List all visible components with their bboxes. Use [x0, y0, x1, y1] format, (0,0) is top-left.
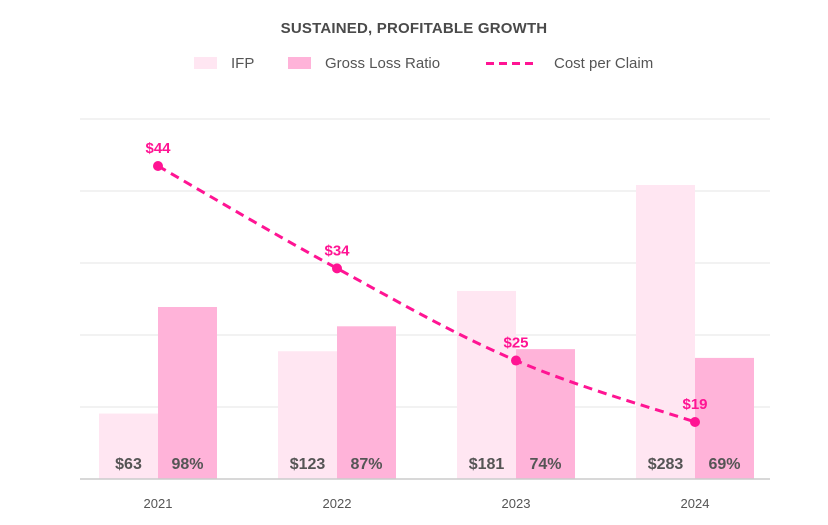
- bar-ifp-2023: [457, 290, 516, 479]
- x-tick-label-2023: 2023: [502, 496, 531, 511]
- data-label-ifp-2023: $181: [469, 456, 505, 473]
- bar-gross-loss-ratio-2024: [695, 357, 754, 479]
- data-label-cost-per-claim-2024: $19: [682, 396, 707, 413]
- point-cost-per-claim-2023: [511, 355, 521, 366]
- x-tick-label-2022: 2022: [323, 496, 352, 511]
- legend-item-gross-loss-ratio: Gross Loss Ratio: [288, 53, 440, 73]
- legend-label-cost-per-claim: Cost per Claim: [554, 54, 654, 72]
- data-label-ifp-2022: $123: [290, 456, 326, 473]
- legend-label-gross-loss-ratio: Gross Loss Ratio: [325, 54, 441, 72]
- data-label-gross-loss-ratio-2024: 69%: [708, 456, 740, 473]
- data-label-cost-per-claim-2022: $34: [324, 242, 350, 259]
- bar-gross-loss-ratio-2023: [516, 349, 575, 479]
- data-label-ifp-2024: $283: [648, 456, 684, 473]
- line-cost-per-claim: [157, 164, 696, 424]
- x-tick-label-2024: 2024: [681, 496, 710, 511]
- data-label-gross-loss-ratio-2023: 74%: [529, 456, 561, 473]
- data-label-cost-per-claim-2021: $44: [145, 140, 171, 157]
- point-cost-per-claim-2021: [153, 161, 163, 171]
- legend-label-ifp: IFP: [231, 54, 255, 72]
- chart-title: SUSTAINED, PROFITABLE GROWTH: [280, 20, 548, 37]
- legend-swatch-ifp: [194, 57, 217, 69]
- legend-swatch-gross-loss-ratio: [288, 57, 311, 69]
- data-label-ifp-2021: $63: [115, 456, 142, 473]
- legend-item-cost-per-claim: Cost per Claim: [486, 53, 653, 73]
- data-label-cost-per-claim-2023: $25: [503, 335, 528, 352]
- data-label-gross-loss-ratio-2022: 87%: [350, 456, 382, 473]
- bar-gross-loss-ratio-2022: [337, 326, 396, 479]
- bar-ifp-2022: [278, 351, 337, 479]
- legend-item-ifp: IFP: [194, 53, 254, 73]
- bar-ifp-2021: [99, 413, 158, 479]
- legend: IFP Gross Loss Ratio Cost per Claim: [0, 53, 828, 73]
- data-label-gross-loss-ratio-2021: 98%: [171, 456, 203, 473]
- bar-ifp-2024: [636, 185, 695, 479]
- x-tick-label-2021: 2021: [144, 496, 173, 511]
- point-cost-per-claim-2024: [690, 417, 700, 427]
- point-cost-per-claim-2022: [332, 263, 342, 274]
- bar-gross-loss-ratio-2021: [158, 307, 217, 479]
- legend-line-cost-per-claim: [486, 61, 538, 65]
